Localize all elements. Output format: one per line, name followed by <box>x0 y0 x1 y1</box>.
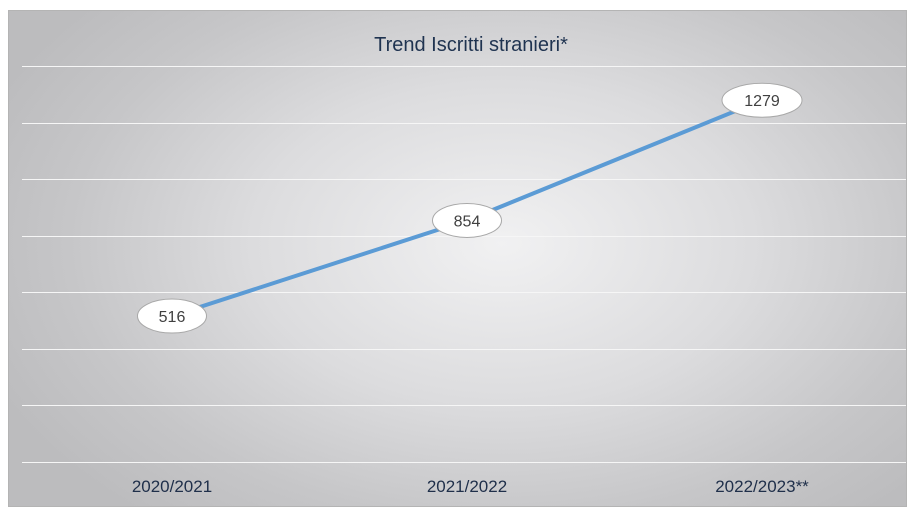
data-label: 516 <box>159 309 186 326</box>
gridlines <box>22 65 906 464</box>
chart-area: Trend Iscritti stranieri* 516 854 1279 202… <box>8 10 907 507</box>
x-tick-label: 2021/2022 <box>427 477 507 496</box>
data-labels: 516 854 1279 <box>137 82 803 334</box>
data-label-group: 516 <box>137 298 207 334</box>
data-label-bubble <box>137 298 207 334</box>
data-label: 1279 <box>744 93 780 110</box>
chart-title: Trend Iscritti stranieri* <box>374 34 568 56</box>
data-label-group: 854 <box>432 202 502 238</box>
x-tick-label: 2020/2021 <box>132 477 212 496</box>
data-label: 854 <box>454 213 481 230</box>
line-chart: Trend Iscritti stranieri* 516 854 1279 202… <box>22 34 906 496</box>
x-axis-tick-labels: 2020/2021 2021/2022 2022/2023** <box>132 477 809 496</box>
data-label-bubble <box>432 202 502 238</box>
data-label-group: 1279 <box>721 82 803 118</box>
data-label-bubble <box>721 82 803 118</box>
x-tick-label: 2022/2023** <box>715 477 809 496</box>
